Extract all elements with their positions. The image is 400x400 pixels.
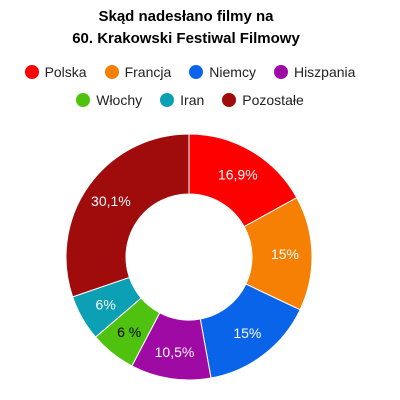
chart-title: Skąd nadesłano filmy na 60. Krakowski Fe… [0,6,372,50]
legend-label-wlochy: Włochy [96,92,143,108]
legend-label-iran: Iran [180,92,205,108]
slice-label-pozostale: 30,1% [91,193,131,209]
legend-marker-iran [160,93,175,107]
legend-label-pozostale: Pozostałe [242,92,304,108]
legend-row-1: Polska Francja Niemcy Hiszpania [0,64,380,80]
slice-label-niemcy: 15% [233,325,261,341]
legend-item-wlochy[interactable]: Włochy [76,92,142,108]
legend-marker-polska [24,65,39,79]
slice-label-francja: 15% [271,246,299,262]
legend-item-hiszpania[interactable]: Hiszpania [273,64,356,80]
chart-title-line-2: 60. Krakowski Festiwal Filmowy [72,30,300,47]
legend-label-niemcy: Niemcy [209,64,256,80]
legend-item-iran[interactable]: Iran [160,92,204,108]
slice-label-wlochy: 6 % [117,324,141,340]
legend-item-pozostale[interactable]: Pozostałe [222,92,304,108]
slice-label-hiszpania: 10,5% [155,344,195,360]
slice-label-polska: 16,9% [218,166,258,182]
slice-pozostale[interactable] [65,133,190,298]
legend-label-hiszpania: Hiszpania [293,64,356,80]
legend-item-niemcy[interactable]: Niemcy [189,64,256,80]
legend-label-polska: Polska [44,64,87,80]
legend-label-francja: Francja [124,64,172,80]
slice-label-iran: 6% [96,297,116,313]
legend-item-francja[interactable]: Francja [104,64,172,80]
legend-marker-niemcy [189,65,204,79]
chart-title-line-1: Skąd nadesłano filmy na [98,8,274,25]
legend-marker-pozostale [222,93,237,107]
legend-marker-francja [104,65,119,79]
legend-item-polska[interactable]: Polska [24,64,87,80]
legend-row-2: Włochy Iran Pozostałe [0,92,380,108]
legend-marker-hiszpania [273,65,288,79]
legend-marker-wlochy [76,93,91,107]
